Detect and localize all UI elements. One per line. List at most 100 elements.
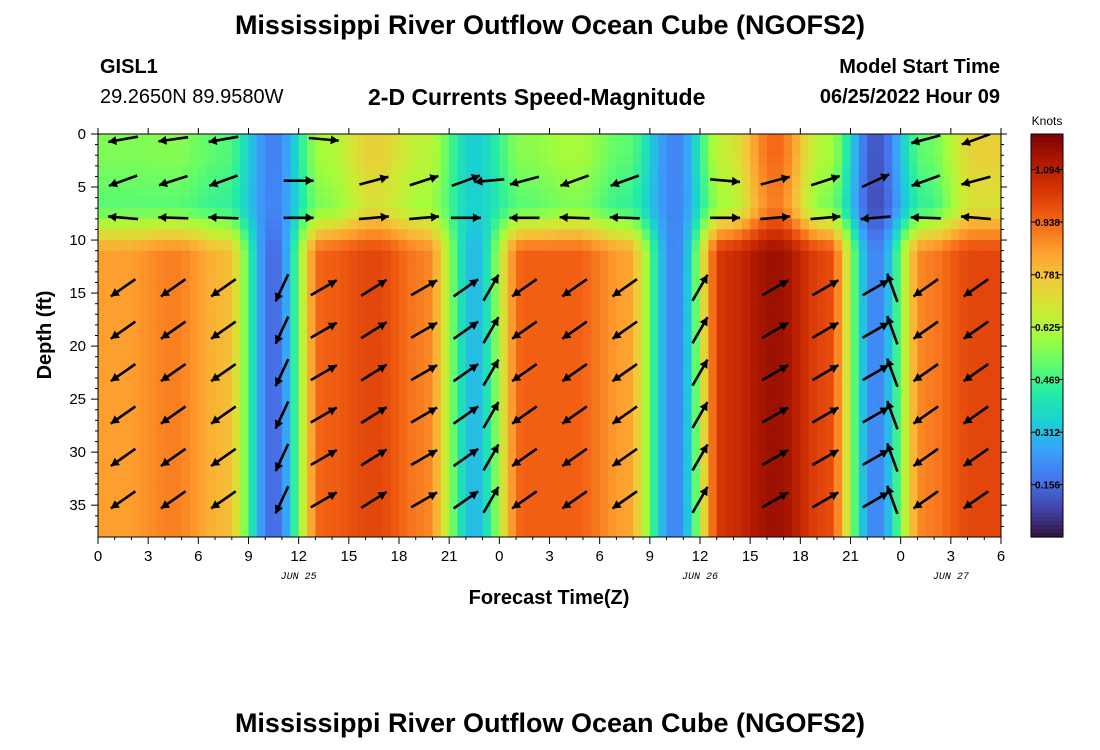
heatmap-cell xyxy=(900,293,910,305)
heatmap-cell xyxy=(256,261,266,273)
heatmap-cell xyxy=(633,367,643,379)
heatmap-cell xyxy=(524,303,534,315)
heatmap-cell xyxy=(725,271,735,284)
heatmap-cell xyxy=(800,261,810,273)
heatmap-cell xyxy=(315,271,325,284)
heatmap-cell xyxy=(265,271,275,284)
heatmap-cell xyxy=(909,483,918,496)
heatmap-cell xyxy=(390,473,400,485)
heatmap-cell xyxy=(800,240,810,252)
heatmap-cell xyxy=(541,494,551,506)
heatmap-cell xyxy=(357,293,367,305)
heatmap-cell xyxy=(240,430,250,443)
heatmap-cell xyxy=(750,483,760,496)
heatmap-cell xyxy=(975,462,985,474)
heatmap-cell xyxy=(348,218,358,231)
heatmap-cell xyxy=(281,303,291,315)
heatmap-cell xyxy=(925,526,935,537)
heatmap-cell xyxy=(875,324,885,337)
heatmap-cell xyxy=(875,155,885,167)
heatmap-cell xyxy=(482,240,492,252)
heatmap-cell xyxy=(850,197,860,209)
heatmap-cell xyxy=(825,165,835,178)
heatmap-cell xyxy=(524,494,534,506)
heatmap-cell xyxy=(131,271,141,284)
heatmap-cell xyxy=(424,346,434,358)
heatmap-cell xyxy=(474,526,484,537)
heatmap-cell xyxy=(900,526,910,537)
heatmap-cell xyxy=(867,293,877,305)
heatmap-cell xyxy=(649,462,659,474)
heatmap-cell xyxy=(641,441,651,453)
heatmap-cell xyxy=(599,388,609,400)
heatmap-cell xyxy=(332,314,342,326)
heatmap-cell xyxy=(624,324,634,337)
heatmap-cell xyxy=(524,335,534,347)
heatmap-cell xyxy=(959,229,969,241)
heatmap-cell xyxy=(323,441,333,453)
heatmap-cell xyxy=(700,208,709,220)
heatmap-cell xyxy=(691,208,701,220)
heatmap-cell xyxy=(566,399,576,411)
heatmap-cell xyxy=(683,430,693,443)
heatmap-cell xyxy=(206,271,216,284)
heatmap-cell xyxy=(867,441,877,453)
heatmap-cell xyxy=(591,218,601,231)
heatmap-cell xyxy=(850,356,860,368)
heatmap-cell xyxy=(407,409,417,421)
heatmap-cell xyxy=(783,335,793,347)
heatmap-cell xyxy=(633,261,643,273)
heatmap-cell xyxy=(181,367,191,379)
heatmap-cell xyxy=(432,335,442,347)
heatmap-cell xyxy=(449,526,459,537)
current-vector xyxy=(210,362,237,383)
heatmap-cell xyxy=(490,197,500,209)
heatmap-cell xyxy=(925,240,935,252)
heatmap-cell xyxy=(942,261,952,273)
heatmap-cell xyxy=(315,314,325,326)
heatmap-cell xyxy=(131,483,141,496)
heatmap-cell xyxy=(800,526,810,537)
heatmap-cell xyxy=(223,208,233,220)
heatmap-cell xyxy=(750,452,760,464)
heatmap-cell xyxy=(131,505,141,517)
heatmap-cell xyxy=(975,409,985,421)
heatmap-cell xyxy=(532,240,542,252)
heatmap-cell xyxy=(465,271,475,284)
heatmap-cell xyxy=(574,430,584,443)
heatmap-cell xyxy=(98,494,107,506)
heatmap-cell xyxy=(516,314,526,326)
heatmap-cell xyxy=(524,261,534,273)
heatmap-cell xyxy=(674,409,684,421)
heatmap-cell xyxy=(365,356,375,368)
heatmap-cell xyxy=(181,144,191,156)
heatmap-cell xyxy=(608,377,617,390)
heatmap-cell xyxy=(691,462,701,474)
heatmap-cell xyxy=(323,250,333,262)
heatmap-cell xyxy=(215,240,225,252)
heatmap-cell xyxy=(490,409,500,421)
heatmap-cell xyxy=(474,505,484,517)
heatmap-cell xyxy=(541,388,551,400)
heatmap-cell xyxy=(975,367,985,379)
heatmap-cell xyxy=(181,399,191,411)
heatmap-cell xyxy=(733,505,743,517)
heatmap-cell xyxy=(499,250,509,262)
heatmap-cell xyxy=(499,335,509,347)
heatmap-cell xyxy=(741,218,751,231)
heatmap-cell xyxy=(415,324,425,337)
heatmap-cell xyxy=(281,377,291,390)
heatmap-cell xyxy=(365,409,375,421)
heatmap-cell xyxy=(783,324,793,337)
heatmap-cell xyxy=(457,462,467,474)
heatmap-cell xyxy=(574,377,584,390)
heatmap-cell xyxy=(599,134,609,146)
heatmap-cell xyxy=(925,452,935,464)
heatmap-cell xyxy=(557,155,567,167)
heatmap-cell xyxy=(181,430,191,443)
heatmap-cell xyxy=(591,271,601,284)
heatmap-cell xyxy=(842,420,852,432)
heatmap-cell xyxy=(658,494,668,506)
heatmap-cell xyxy=(725,515,735,527)
heatmap-cell xyxy=(591,483,601,496)
